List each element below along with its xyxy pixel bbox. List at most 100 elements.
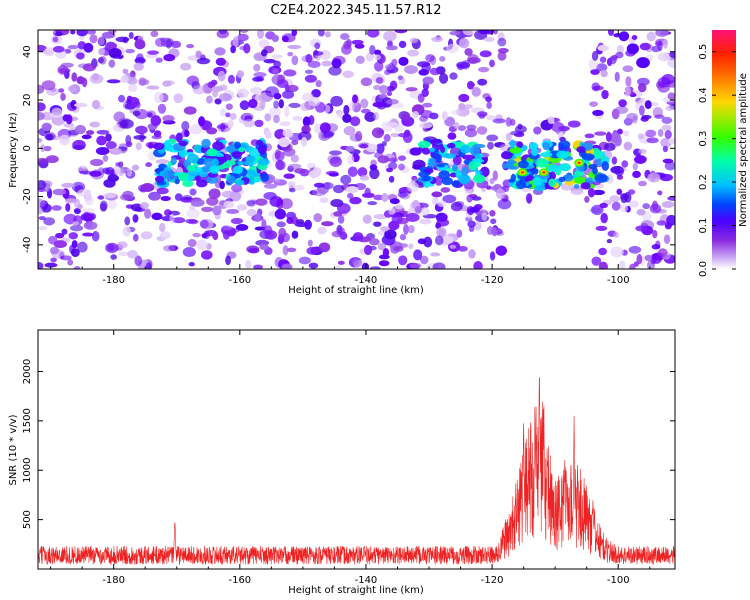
heatmap-signal-cell: [532, 176, 543, 187]
heatmap-cell: [139, 78, 150, 86]
heatmap-cell: [397, 191, 408, 198]
heatmap-signal-cell: [530, 147, 539, 156]
heatmap-cell: [514, 125, 527, 134]
heatmap-cell: [471, 196, 482, 201]
heatmap-cell: [130, 203, 143, 212]
heatmap-cell: [397, 132, 410, 138]
heatmap-cell: [281, 35, 289, 43]
heatmap-cell: [621, 160, 629, 168]
heatmap-cell: [351, 39, 364, 45]
heatmap-cell: [616, 188, 623, 195]
heatmap-cell: [384, 64, 395, 71]
heatmap-cell: [140, 183, 155, 192]
heatmap-cell: [357, 167, 368, 177]
heatmap-cell: [333, 264, 342, 269]
heatmap-cell: [150, 30, 159, 37]
heatmap-cell: [91, 231, 100, 242]
heatmap-cell: [373, 54, 381, 61]
heatmap-cell: [409, 147, 422, 156]
heatmap-cell: [418, 69, 429, 76]
heatmap-cell: [110, 254, 117, 260]
heatmap-cell: [317, 226, 327, 235]
heatmap-cell: [89, 121, 101, 128]
heatmap-cell: [245, 259, 252, 269]
heatmap-cell: [105, 141, 117, 150]
heatmap-cell: [413, 249, 423, 261]
heatmap-cell: [463, 104, 473, 109]
heatmap-cell: [162, 114, 175, 123]
heatmap-cell: [526, 193, 533, 204]
heatmap-cell: [214, 47, 226, 56]
heatmap-cell: [280, 198, 293, 210]
heatmap-cell: [63, 122, 75, 128]
heatmap-cell: [429, 67, 441, 76]
heatmap-cell: [492, 170, 498, 181]
heatmap-cell: [625, 76, 632, 87]
heatmap-cell: [253, 63, 261, 72]
heatmap-cell: [186, 75, 199, 86]
heatmap-cell: [422, 102, 433, 108]
heatmap-cell: [390, 132, 400, 138]
heatmap-cell: [615, 51, 624, 59]
heatmap-cell: [645, 129, 657, 138]
heatmap-cell: [437, 200, 447, 207]
heatmap-cell: [274, 149, 281, 159]
heatmap-cell: [423, 236, 433, 248]
heatmap-cell: [618, 31, 630, 42]
heatmap-cell: [636, 254, 643, 265]
heatmap-cell: [131, 164, 140, 171]
snr-y-ticks: 500 1000 1500 2000: [22, 359, 675, 529]
heatmap-cell: [360, 77, 373, 87]
heatmap-cell: [137, 264, 148, 269]
heatmap-cell: [639, 42, 651, 51]
heatmap-cell: [329, 150, 342, 156]
heatmap-cell: [202, 82, 213, 94]
heatmap-cell: [584, 196, 590, 203]
heatmap-cell: [490, 185, 499, 191]
heatmap-cell: [227, 119, 234, 129]
heatmap-cell: [219, 108, 227, 117]
heatmap-cell: [430, 252, 441, 257]
heatmap-cell: [218, 93, 232, 102]
heatmap-cell: [127, 96, 140, 108]
heatmap-cell: [77, 241, 88, 253]
heatmap-cell: [246, 200, 256, 207]
heatmap-cell: [231, 183, 243, 193]
heatmap-cell: [614, 136, 622, 147]
heatmap-signal-cell: [206, 176, 218, 184]
heatmap-cell: [306, 246, 320, 255]
heatmap-cell: [588, 58, 599, 70]
heatmap-cell: [620, 193, 628, 204]
heatmap-cell: [476, 111, 488, 117]
heatmap-cell: [479, 166, 490, 178]
heatmap-cell: [397, 155, 407, 161]
heatmap-cell: [638, 180, 647, 187]
heatmap-cell: [73, 266, 81, 269]
heatmap-cell: [133, 62, 144, 71]
heatmap-cell: [307, 60, 321, 68]
heatmap-cell: [449, 30, 461, 36]
heatmap-cell: [52, 188, 67, 196]
heatmap-signal-cell: [162, 170, 174, 180]
heatmap-cell: [53, 240, 68, 248]
heatmap-cell: [61, 182, 75, 188]
heatmap-cell: [492, 118, 506, 124]
heatmap-cell: [398, 40, 407, 49]
heatmap-cell: [181, 120, 190, 132]
heatmap-cell: [182, 195, 193, 201]
heatmap-cell: [600, 69, 608, 78]
heatmap-signal-cell: [461, 166, 469, 176]
heatmap-cell: [611, 201, 621, 211]
heatmap-cell: [362, 214, 372, 224]
heatmap-signal-cell: [178, 140, 188, 147]
heatmap-cell: [273, 114, 280, 124]
heatmap-cell: [132, 110, 141, 117]
heatmap-cell: [301, 136, 308, 147]
heatmap-cell: [388, 175, 395, 183]
heatmap-cell: [117, 94, 126, 103]
snr-x-tick-label: -120: [481, 575, 504, 586]
heatmap-signal-cell: [429, 147, 436, 153]
heatmap-cell: [122, 226, 131, 237]
heatmap-cell: [71, 72, 78, 82]
heatmap-cell: [342, 113, 352, 124]
